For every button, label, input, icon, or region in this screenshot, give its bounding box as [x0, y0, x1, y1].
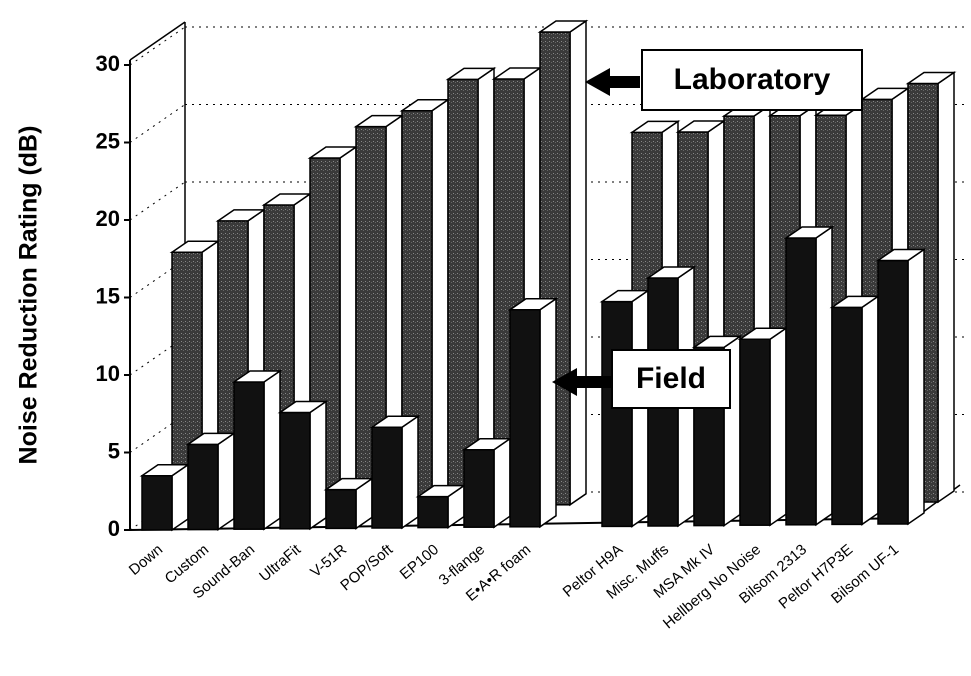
bar-top — [691, 335, 743, 349]
bar — [325, 488, 357, 530]
bar-side — [569, 19, 587, 507]
x-tick-label: POP/Soft — [337, 541, 396, 595]
annotation-box — [611, 349, 731, 409]
bar-side — [937, 71, 955, 504]
bar-side — [263, 369, 281, 531]
bar — [463, 448, 495, 528]
bar — [233, 381, 265, 530]
bar-side — [539, 297, 557, 529]
bar — [141, 475, 173, 531]
annotation-box — [641, 49, 863, 111]
bar-side — [815, 225, 833, 527]
bar-side — [339, 145, 357, 509]
grid-line — [129, 181, 186, 221]
bar — [371, 426, 403, 529]
y-tick-label: 10 — [96, 361, 120, 386]
bar — [877, 259, 909, 525]
bar-top — [905, 71, 957, 85]
bar-top — [507, 298, 559, 311]
grid-line — [129, 104, 186, 143]
bar-side — [493, 437, 511, 529]
bar-top — [537, 20, 589, 33]
bar — [509, 309, 541, 528]
bar — [601, 300, 633, 528]
bar-side — [431, 98, 449, 508]
bar-top — [875, 248, 927, 262]
bar-side — [401, 414, 419, 530]
y-tick-label: 0 — [108, 516, 120, 541]
annotation: Laboratory — [674, 63, 831, 96]
bar-side — [907, 248, 925, 526]
bar-top — [277, 400, 329, 414]
bar — [417, 495, 449, 529]
y-tick-label: 25 — [96, 128, 120, 153]
bar-side — [861, 294, 879, 526]
y-tick-label: 5 — [108, 438, 120, 463]
x-tick-label: Down — [126, 541, 166, 579]
y-axis-title: Noise Reduction Rating (dB) — [15, 126, 43, 465]
grid-line — [129, 26, 186, 66]
bar-side — [309, 400, 327, 531]
bar-top — [645, 266, 697, 279]
bar-side — [769, 326, 787, 527]
arrow — [552, 368, 612, 396]
bar-top — [231, 370, 283, 383]
bar-top — [629, 120, 681, 134]
y-tick-label: 30 — [96, 51, 120, 76]
y-tick-label: 15 — [96, 283, 120, 308]
arrow — [585, 68, 640, 96]
bar-top — [783, 226, 835, 239]
bar — [739, 338, 771, 526]
bar — [785, 237, 817, 526]
bar-top — [369, 415, 421, 428]
bar — [187, 443, 219, 531]
bar — [279, 411, 311, 530]
laboratory-annotation: Laboratory — [585, 49, 863, 111]
bar — [831, 306, 863, 526]
annotation: Field — [636, 362, 706, 395]
field-annotation: Field — [552, 349, 731, 409]
x-tick-label: UltraFit — [256, 541, 305, 586]
bar — [447, 78, 479, 507]
bar-side — [217, 431, 235, 532]
y-tick-label: 20 — [96, 206, 120, 231]
bar-top — [445, 67, 497, 81]
